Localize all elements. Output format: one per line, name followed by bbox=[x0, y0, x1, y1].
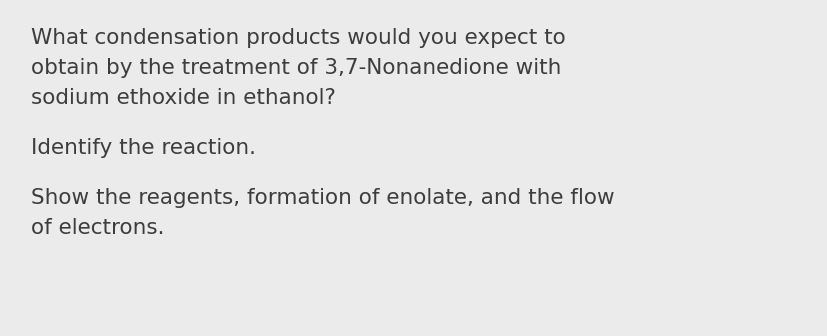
Text: What condensation products would you expect to: What condensation products would you exp… bbox=[31, 28, 566, 48]
Text: sodium ethoxide in ethanol?: sodium ethoxide in ethanol? bbox=[31, 88, 336, 108]
Text: obtain by the treatment of 3,7-Nonanedione with: obtain by the treatment of 3,7-Nonanedio… bbox=[31, 58, 562, 78]
Text: Show the reagents, formation of enolate, and the flow: Show the reagents, formation of enolate,… bbox=[31, 188, 614, 208]
Text: of electrons.: of electrons. bbox=[31, 218, 165, 238]
Text: Identify the reaction.: Identify the reaction. bbox=[31, 138, 256, 158]
